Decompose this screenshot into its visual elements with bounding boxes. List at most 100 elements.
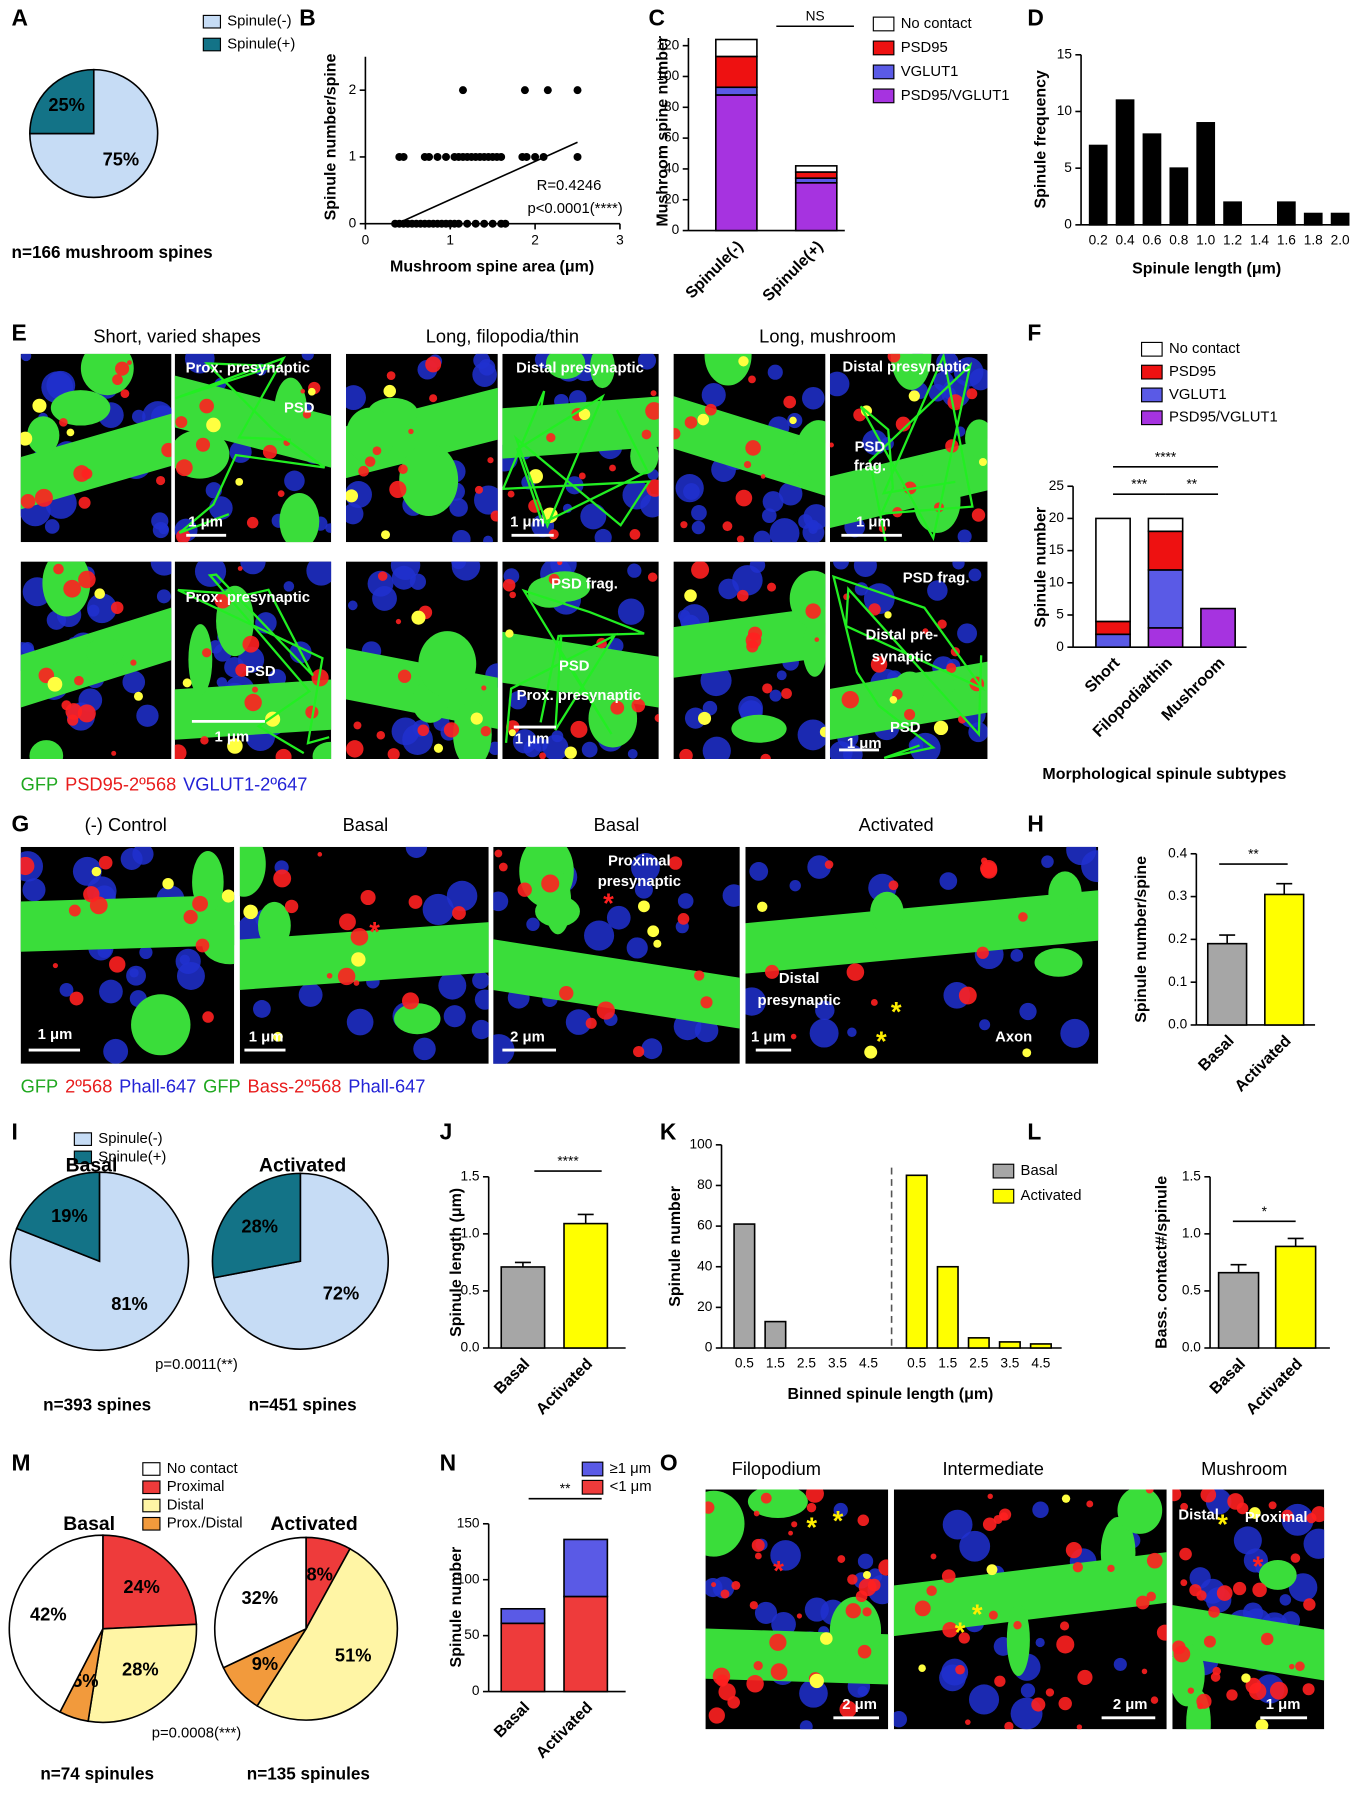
y-tick-label: 80 — [664, 99, 680, 114]
stain-blob — [736, 535, 745, 543]
image-label: 1 μm — [510, 515, 545, 531]
stain-blob — [44, 519, 60, 534]
stain-blob — [596, 1001, 615, 1020]
stain-blob — [914, 1600, 931, 1617]
stain-blob — [968, 1684, 1000, 1715]
stain-blob — [979, 1019, 991, 1031]
stain-blob — [999, 1508, 1012, 1521]
stain-legend: GFP 2º568 Phall-647 GFP Bass-2º568 Phall-647 — [21, 1076, 426, 1097]
spine-blob — [913, 468, 961, 533]
stain-blob — [781, 688, 792, 699]
x-tick-label: 0.6 — [1142, 232, 1161, 247]
stain-blob — [705, 1577, 723, 1598]
stain-blob — [870, 999, 878, 1006]
pie-slice — [15, 1171, 101, 1263]
stain-blob — [1059, 1621, 1070, 1631]
stain-blob — [199, 398, 214, 414]
stain-blob — [451, 561, 481, 581]
image-label: Distal pre- — [866, 628, 939, 644]
stain-blob — [857, 1553, 874, 1569]
image-label: 1 μm — [249, 1029, 284, 1045]
bar-segment — [1095, 517, 1131, 623]
stain-blob — [783, 395, 797, 409]
x-tick-label: Activated — [533, 1699, 596, 1762]
stain-blob — [767, 582, 777, 592]
stain-blob — [452, 529, 471, 543]
bar — [1330, 212, 1350, 226]
stain-blob — [195, 437, 211, 452]
image-label: Distal presynaptic — [516, 361, 644, 377]
stain-blob — [627, 748, 638, 759]
image-label: 1 μm — [856, 515, 891, 531]
stain-blob — [237, 566, 243, 571]
stain-blob — [753, 1510, 760, 1517]
pie-note: n=135 spinules — [247, 1764, 370, 1783]
y-axis-label: Mushroom spine number — [655, 36, 672, 227]
panel-letter: H — [1027, 810, 1043, 836]
panel-letter: K — [660, 1118, 677, 1144]
significance-label: **** — [1155, 449, 1177, 464]
error-bar — [1230, 1263, 1247, 1273]
spine-blob — [188, 624, 213, 696]
stain-blob — [767, 364, 783, 380]
stain-blob — [702, 736, 731, 760]
micrograph — [829, 353, 988, 543]
stain-blob — [1022, 1048, 1032, 1058]
legend-swatch — [872, 40, 895, 56]
pie-value-label: 24% — [123, 1576, 160, 1597]
stain-blob — [337, 967, 356, 986]
stain-blob — [805, 603, 821, 619]
stain-blob — [581, 741, 598, 758]
stain-blob — [405, 846, 428, 858]
stain-blob — [745, 440, 761, 456]
stain-blob — [829, 442, 834, 448]
stain-blob — [668, 856, 683, 870]
image-label: presynaptic — [598, 874, 681, 890]
stain-blob — [815, 1000, 835, 1021]
stain-blob — [718, 1683, 736, 1701]
legend-swatch — [992, 1163, 1015, 1179]
bar — [905, 1174, 928, 1349]
stain-blob — [735, 489, 753, 507]
stain-blob — [887, 353, 901, 363]
y-tick-label: 1.0 — [461, 1225, 480, 1240]
stain-blob — [691, 520, 706, 535]
bar-segment — [500, 1622, 546, 1693]
stain-blob — [889, 695, 898, 704]
stain-blob — [395, 618, 402, 625]
x-axis-label: Binned spinule length (μm) — [788, 1386, 994, 1403]
stain-blob — [1146, 1552, 1163, 1569]
stain-blob — [1004, 1721, 1014, 1730]
stain-blob — [765, 964, 780, 979]
stain-blob — [804, 1597, 829, 1622]
stain-blob — [769, 1633, 787, 1651]
pie-value-label: 75% — [103, 148, 140, 169]
stain-blob — [1303, 1598, 1316, 1611]
micrograph — [174, 353, 332, 543]
legend-swatch — [142, 1480, 161, 1495]
stain-legend-item: Phall-647 — [348, 1076, 425, 1097]
stain-blob — [1252, 1582, 1267, 1598]
stain-blob — [805, 1489, 824, 1503]
stain-blob — [517, 882, 532, 897]
stain-blob — [564, 746, 577, 759]
stain-blob — [778, 482, 803, 506]
stain-blob — [862, 1607, 872, 1617]
stain-blob — [895, 416, 911, 432]
stain-blob — [845, 1603, 861, 1619]
image-label: Proximal — [1245, 1510, 1308, 1526]
stain-blob — [847, 1574, 858, 1585]
stain-blob — [235, 663, 249, 677]
stain-blob — [422, 893, 454, 926]
stain-blob — [968, 568, 982, 582]
pie-value-label: 32% — [242, 1587, 279, 1608]
point — [501, 219, 510, 228]
stain-blob — [32, 398, 47, 413]
stain-blob — [585, 1017, 597, 1029]
y-tick-label: 10 — [1049, 574, 1065, 589]
stain-blob — [508, 691, 527, 710]
pie-slice — [211, 1172, 302, 1279]
stain-blob — [927, 580, 948, 601]
stain-blob — [1076, 1724, 1083, 1730]
legend-label: PSD95/VGLUT1 — [1169, 410, 1278, 426]
